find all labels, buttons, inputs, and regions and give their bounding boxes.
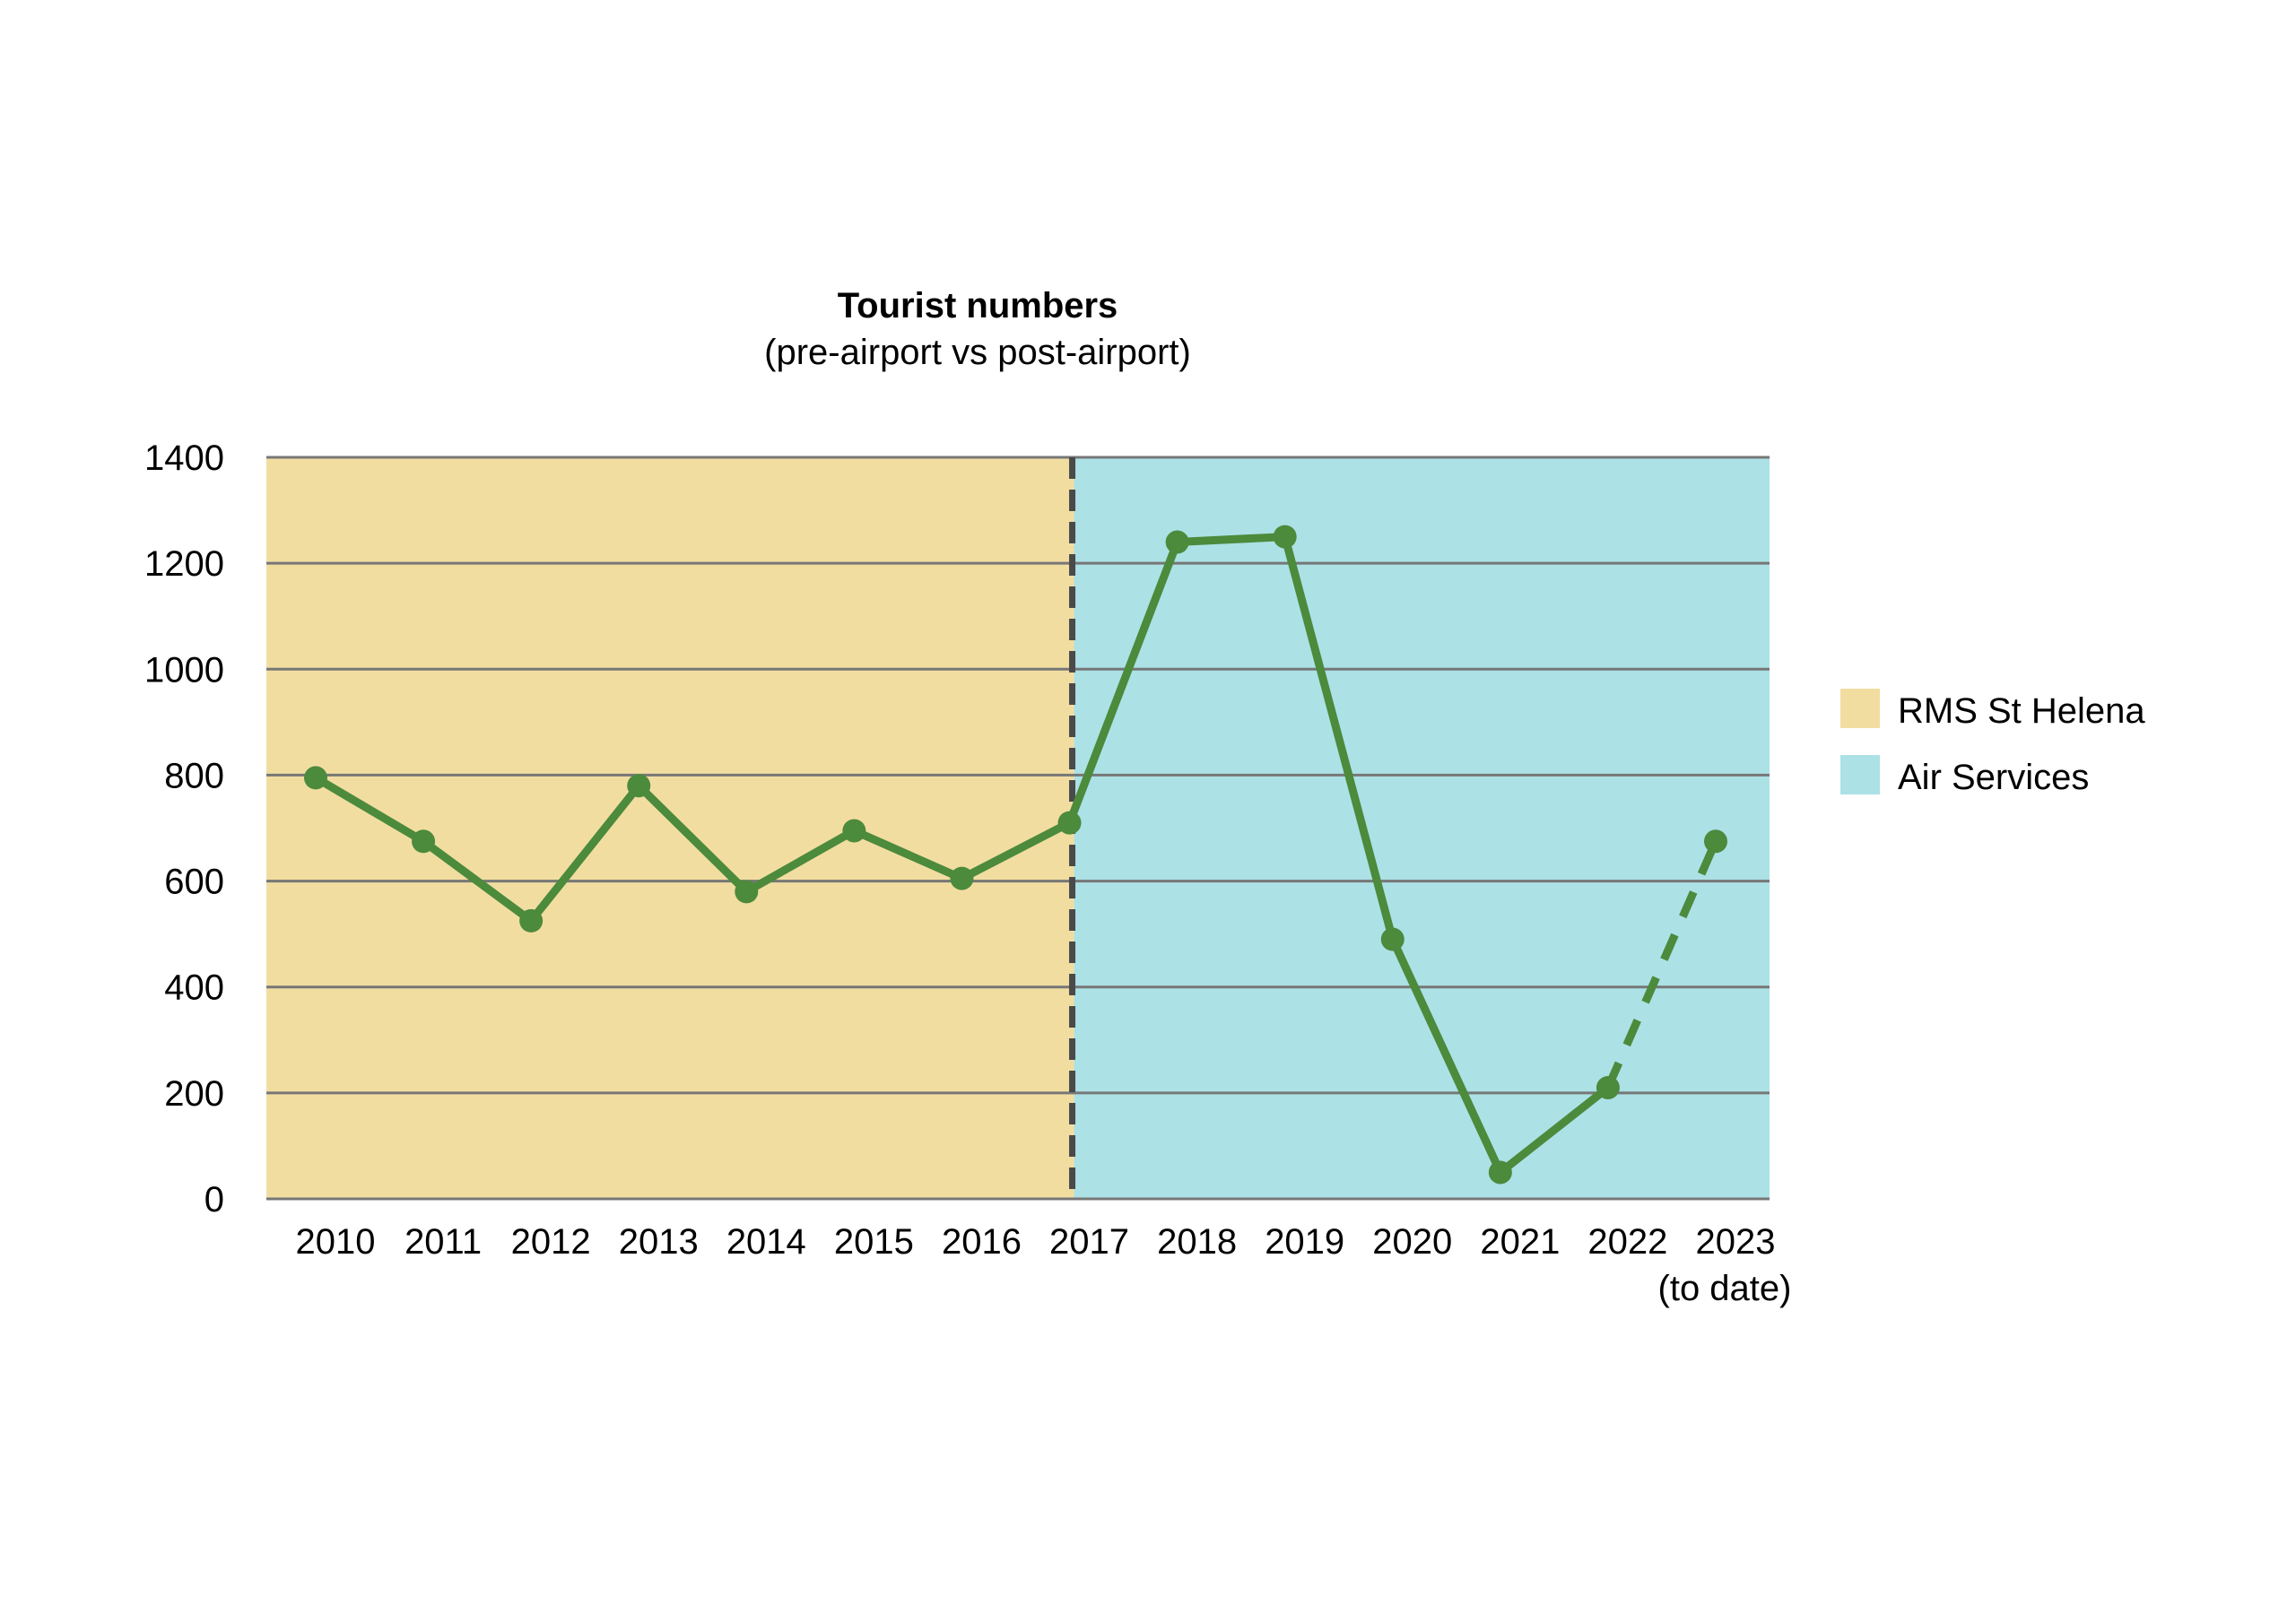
data-point-2010: [304, 766, 327, 790]
x-tick-label-2020: 2020: [1372, 1222, 1452, 1262]
data-point-2021: [1488, 1160, 1512, 1185]
y-tick-label-0: 0: [204, 1180, 224, 1219]
legend-label-air-services: Air Services: [1898, 758, 2089, 797]
data-point-2018: [1165, 530, 1189, 554]
period-air-services: [1074, 457, 1770, 1199]
data-point-2019: [1273, 525, 1297, 549]
x-tick-note-to-date: (to date): [1658, 1269, 1792, 1308]
x-tick-label-2011: 2011: [404, 1222, 482, 1262]
data-point-2015: [842, 819, 866, 843]
x-tick-label-2012: 2012: [511, 1222, 591, 1262]
data-point-2016: [950, 866, 974, 890]
x-tick-label-2023: 2023: [1696, 1222, 1776, 1262]
data-point-2014: [735, 880, 759, 904]
period-rms-st-helena: [266, 457, 1074, 1199]
x-tick-label-2014: 2014: [726, 1222, 806, 1262]
chart-title: Tourist numbers: [838, 286, 1118, 325]
x-tick-label-2010: 2010: [296, 1222, 376, 1262]
data-point-2017: [1057, 811, 1082, 835]
data-point-2011: [412, 829, 436, 854]
legend: RMS St Helena Air Services: [1840, 689, 2145, 797]
x-tick-label-2019: 2019: [1265, 1222, 1344, 1262]
y-tick-label-1000: 1000: [144, 650, 224, 690]
grid-lines: [266, 456, 1770, 1201]
x-tick-label-2015: 2015: [834, 1222, 914, 1262]
legend-swatch-air-services: [1840, 755, 1880, 794]
data-point-2013: [627, 774, 651, 798]
data-point-2020: [1380, 927, 1405, 951]
legend-swatch-rms-st-helena: [1840, 689, 1880, 728]
x-tick-label-2016: 2016: [942, 1222, 1022, 1262]
x-tick-label-2021: 2021: [1480, 1222, 1560, 1262]
period-backgrounds: [266, 457, 1770, 1199]
x-tick-label-2013: 2013: [619, 1222, 699, 1262]
x-tick-label-2018: 2018: [1157, 1222, 1237, 1262]
x-tick-label-2017: 2017: [1049, 1222, 1129, 1262]
y-tick-label-400: 400: [164, 968, 224, 1008]
x-tick-label-2022: 2022: [1587, 1222, 1667, 1262]
chart-subtitle: (pre-airport vs post-airport): [764, 333, 1191, 372]
y-tick-label-1200: 1200: [144, 544, 224, 584]
y-tick-label-200: 200: [164, 1074, 224, 1114]
data-points: [304, 525, 1727, 1185]
x-axis-ticks: 2010 2011 2012 2013 2014 2015 2016 2017 2018 2019…: [296, 1222, 1792, 1308]
data-point-2023: [1704, 829, 1727, 854]
data-point-2022: [1596, 1075, 1620, 1099]
legend-label-rms-st-helena: RMS St Helena: [1898, 691, 2145, 731]
data-point-2012: [519, 908, 544, 933]
y-tick-label-600: 600: [164, 863, 224, 902]
y-axis-ticks: 0 200 400 600 800 1000 1200 1400: [144, 438, 224, 1219]
y-tick-label-1400: 1400: [144, 438, 224, 478]
y-tick-label-800: 800: [164, 756, 224, 795]
